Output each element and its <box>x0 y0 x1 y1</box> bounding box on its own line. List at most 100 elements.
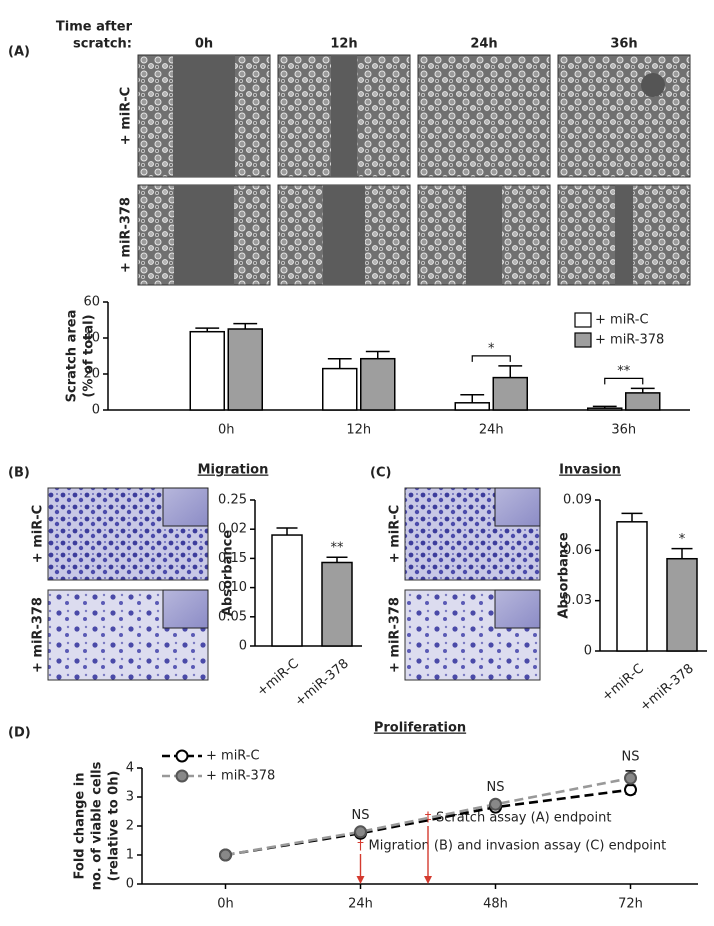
annotation-symbol: † <box>357 839 364 854</box>
y-axis-label: Absorbance <box>221 530 236 616</box>
bar <box>625 392 661 411</box>
significance-bracket <box>604 377 644 385</box>
scratch-gap <box>323 185 365 285</box>
x-tick-label: 24h <box>479 423 504 438</box>
line-series <box>225 776 631 857</box>
bar <box>189 330 225 411</box>
chart-title: Proliferation <box>374 721 466 736</box>
y-tick-label: 0 <box>126 877 134 892</box>
y-tick-label: 0.09 <box>563 493 592 508</box>
x-tick-label: +miR-378 <box>292 656 352 709</box>
row-label: + miR-C <box>31 505 46 563</box>
annotation-symbol: ‡ <box>425 811 432 826</box>
row-label: + miR-378 <box>119 197 134 273</box>
y-tick-label: 2 <box>126 819 134 834</box>
annotation-text: Scratch assay (A) endpoint <box>436 811 611 826</box>
bar <box>360 357 396 411</box>
y-axis-label: Absorbance <box>557 532 572 618</box>
x-tick-label: 36h <box>611 423 636 438</box>
x-tick-label: 0h <box>218 423 235 438</box>
scratch-gap <box>331 55 357 177</box>
y-tick-label: 0.10 <box>218 580 247 595</box>
inset <box>494 487 541 527</box>
timepoint-label: 36h <box>610 37 637 52</box>
y-axis-label: Scratch area <box>65 310 80 403</box>
timepoint-label: 24h <box>470 37 497 52</box>
y-tick-label: 1 <box>126 848 134 863</box>
y-tick-label: 3 <box>126 790 134 805</box>
panel-label: (C) <box>370 466 391 481</box>
legend-label: + miR-C <box>595 313 649 328</box>
y-axis-label: Fold change in <box>73 773 88 880</box>
legend-swatch <box>574 312 592 328</box>
bar <box>271 534 303 647</box>
inset <box>162 589 209 629</box>
y-tick-label: 0.15 <box>218 551 247 566</box>
row-label: + miR-C <box>388 505 403 563</box>
x-tick-label: +miR-C <box>599 661 647 704</box>
significance-label: ** <box>617 364 631 379</box>
legend-marker <box>175 749 189 763</box>
legend-marker <box>175 769 189 783</box>
legend-label: + miR-C <box>206 749 260 764</box>
arrow-head <box>356 876 365 884</box>
significance-label: ** <box>331 541 345 556</box>
chart-title: Migration <box>198 463 269 478</box>
y-tick-label: 0 <box>584 644 592 659</box>
cell-cluster <box>641 73 665 97</box>
row-label: + miR-378 <box>31 597 46 673</box>
y-tick-label: 0.02 <box>218 522 247 537</box>
y-tick-label: 0.05 <box>218 609 247 624</box>
y-axis-label: no. of viable cells <box>90 761 105 890</box>
panel-label: (B) <box>8 466 30 481</box>
panel-label: (A) <box>8 45 30 60</box>
bar <box>492 376 528 411</box>
inset <box>162 487 209 527</box>
point <box>624 771 637 785</box>
bar <box>616 521 648 652</box>
x-tick-label: 72h <box>618 897 643 912</box>
point <box>219 848 232 862</box>
legend-swatch <box>574 332 592 348</box>
arrow-head <box>424 876 432 884</box>
significance-label: NS <box>622 749 640 764</box>
y-axis-label: (relative to 0h) <box>107 771 122 882</box>
x-tick-label: 12h <box>346 423 371 438</box>
y-tick-label: 60 <box>83 295 100 310</box>
annotation-text: Migration (B) and invasion assay (C) end… <box>369 839 667 854</box>
significance-label: * <box>488 341 495 356</box>
micrograph <box>557 54 691 178</box>
inset <box>494 589 541 629</box>
y-tick-label: 20 <box>83 367 100 382</box>
y-tick-label: 40 <box>83 331 100 346</box>
chart-title: Invasion <box>559 463 621 478</box>
significance-bracket <box>471 355 511 362</box>
bar <box>227 328 263 411</box>
line-series <box>225 788 631 857</box>
significance-label: NS <box>352 808 370 823</box>
bar <box>666 557 698 652</box>
scratch-gap <box>174 185 234 285</box>
x-tick-label: 24h <box>348 897 373 912</box>
x-tick-label: +miR-378 <box>637 661 697 714</box>
y-axis-label: (% of total) <box>82 314 97 397</box>
row-label: + miR-C <box>119 87 134 145</box>
x-tick-label: 0h <box>217 897 234 912</box>
bar <box>322 367 358 411</box>
x-tick-label: +miR-C <box>254 656 302 699</box>
header-text: Time after <box>56 20 133 35</box>
y-tick-label: 0 <box>92 403 100 418</box>
bar <box>321 561 353 647</box>
legend-label: + miR-378 <box>206 769 275 784</box>
micrograph <box>417 54 551 178</box>
significance-label: NS <box>487 780 505 795</box>
y-tick-label: 0 <box>239 639 247 654</box>
legend-label: + miR-378 <box>595 333 664 348</box>
timepoint-label: 0h <box>195 37 213 52</box>
scratch-gap <box>173 55 235 177</box>
y-tick-label: 4 <box>126 761 134 776</box>
y-tick-label: 0.06 <box>563 543 592 558</box>
x-tick-label: 48h <box>483 897 508 912</box>
scratch-gap <box>466 185 502 285</box>
